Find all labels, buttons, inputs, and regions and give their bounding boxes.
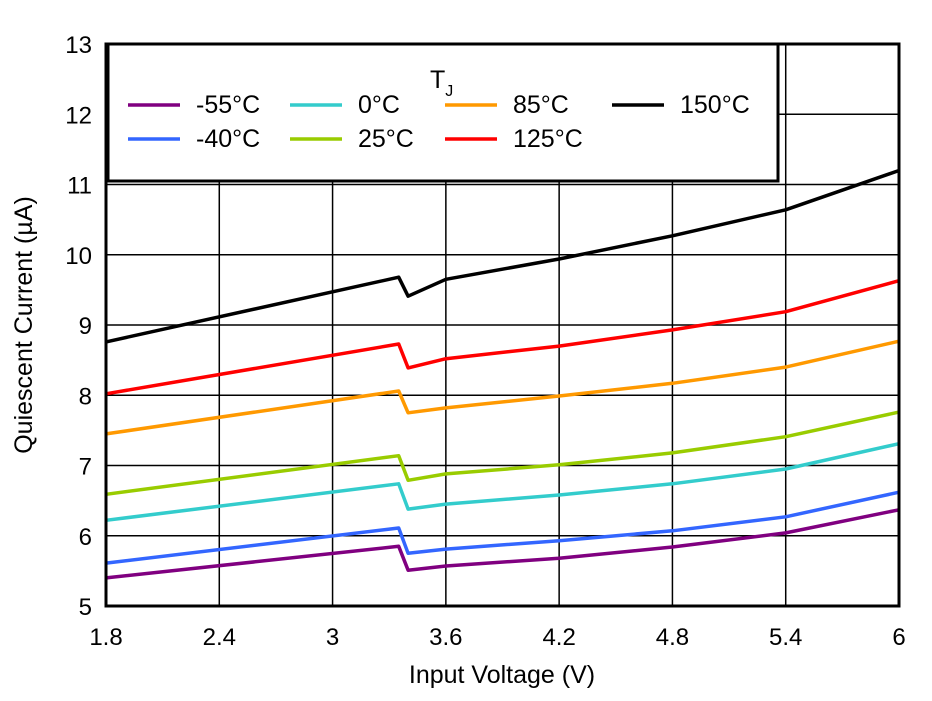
x-tick-label: 1.8 (89, 624, 122, 651)
y-tick-label: 9 (79, 313, 92, 340)
legend-label: 0°C (358, 91, 400, 119)
plot-frame (104, 42, 901, 608)
series-line-150°C (105, 168, 900, 344)
y-axis-label: Quiescent Current (µA) (10, 196, 38, 454)
x-tick-label: 3.6 (429, 624, 462, 651)
y-tick-label: 7 (79, 454, 92, 481)
x-tick-label: 4.8 (656, 624, 689, 651)
x-tick-label: 6 (892, 624, 905, 651)
tick-labels: 1.8 2.4 3 3.6 4.2 4.8 5.4 6 5 6 7 8 9 10 11 12 13 (65, 32, 905, 651)
x-tick-label: 4.2 (542, 624, 575, 651)
series-line--40°C (105, 490, 900, 565)
series-line-0°C (105, 441, 900, 523)
legend-label: 125°C (513, 125, 583, 153)
legend-label: -40°C (196, 125, 260, 153)
y-tick-label: 12 (65, 102, 92, 129)
y-tick-label: 11 (67, 173, 92, 200)
series-line-125°C (105, 279, 900, 396)
legend: TJ -55°C -40°C 0°C 25°C 85°C 125°C 150°C (106, 42, 780, 183)
y-tick-label: 5 (79, 594, 92, 621)
x-tick-label: 2.4 (203, 624, 236, 651)
x-tick-label: 3 (326, 624, 339, 651)
x-axis-label: Input Voltage (V) (409, 661, 595, 689)
legend-label: 150°C (680, 91, 750, 119)
y-tick-label: 8 (79, 383, 92, 410)
series-line-85°C (105, 339, 900, 436)
legend-label: 85°C (513, 91, 569, 119)
x-tick-label: 5.4 (769, 624, 802, 651)
series-line--55°C (105, 508, 900, 580)
legend-label: 25°C (358, 125, 414, 153)
legend-title: TJ (430, 66, 453, 100)
y-tick-label: 6 (79, 524, 92, 551)
series-line-25°C (105, 410, 900, 497)
series-lines (105, 168, 900, 580)
y-tick-label: 10 (65, 243, 92, 270)
y-tick-label: 13 (65, 32, 92, 59)
legend-label: -55°C (196, 91, 260, 119)
